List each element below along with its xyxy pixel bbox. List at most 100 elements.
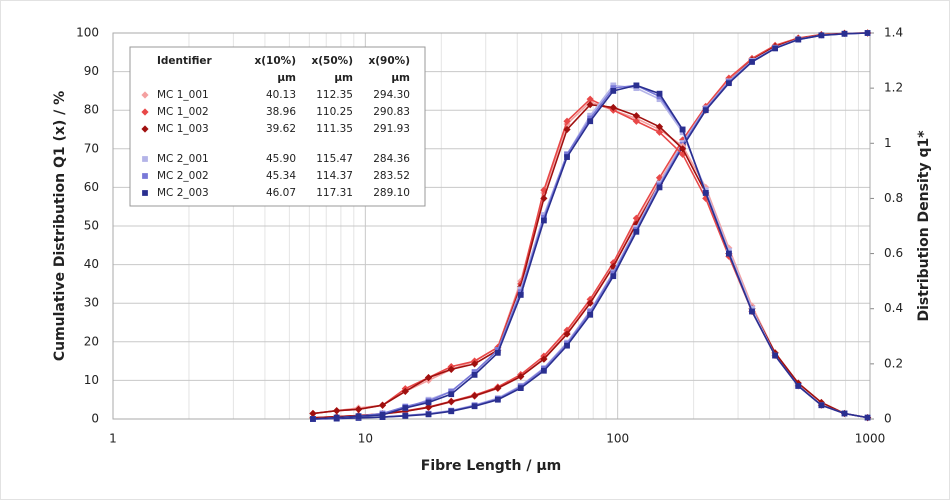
square-marker: [517, 292, 524, 298]
legend-stat: 110.25: [316, 106, 353, 118]
diamond-marker: [655, 174, 664, 182]
diamond-marker: [563, 117, 571, 125]
diamond-marker: [563, 330, 571, 338]
legend-stat: 291.93: [373, 123, 410, 135]
square-marker: [494, 396, 501, 403]
square-marker: [679, 126, 686, 133]
diamond-marker: [632, 117, 640, 125]
legend-label: MC 2_001: [157, 153, 209, 165]
square-marker: [448, 408, 455, 415]
x-tick-label: 100: [606, 432, 629, 446]
legend-stat: 289.10: [373, 187, 410, 199]
plot-border: [112, 32, 871, 420]
legend-unit: µm: [391, 72, 410, 84]
square-marker: [540, 367, 547, 374]
square-marker: [540, 217, 547, 224]
diamond-marker: [655, 128, 664, 136]
y-tick-label: 80: [84, 103, 99, 117]
square-marker: [587, 118, 594, 125]
square-marker: [841, 410, 848, 417]
square-marker: [564, 342, 570, 349]
diamond-marker: [609, 259, 617, 267]
diamond-marker: [540, 355, 548, 363]
legend: Identifier x(10%) x(50%) x(90%) µm µm µm MC 1_0…: [129, 46, 426, 207]
square-marker: [749, 308, 755, 315]
legend-stat: 46.07: [266, 187, 296, 199]
square-marker: [702, 107, 709, 114]
y-tick-label: 100: [76, 26, 99, 40]
y2-tick-label: 0.4: [884, 301, 903, 315]
square-marker: [749, 59, 755, 65]
diamond-marker: [470, 392, 479, 400]
legend-stat: 111.35: [316, 123, 353, 135]
square-marker: [864, 30, 871, 36]
diamond-marker: [655, 123, 664, 131]
square-marker: [355, 413, 362, 420]
y2-tick-label: 0.6: [884, 246, 903, 260]
square-marker: [795, 36, 802, 43]
legend-stat: 45.34: [266, 170, 296, 182]
square-marker: [425, 411, 432, 418]
square-marker: [379, 411, 386, 418]
diamond-marker: [563, 125, 571, 134]
square-marker: [726, 250, 732, 257]
diamond-marker: [517, 372, 525, 381]
square-marker: [702, 190, 709, 196]
square-marker: [841, 30, 848, 37]
diamond-marker: [141, 108, 149, 116]
y2-tick-label: 0.2: [884, 356, 903, 370]
square-marker: [610, 88, 617, 94]
legend-header: x(10%): [254, 55, 296, 67]
x-tick-label: 10: [358, 432, 373, 446]
y2-tick-label: 1.2: [884, 81, 903, 95]
legend-stat: 112.35: [316, 89, 353, 101]
square-marker: [564, 154, 570, 160]
y-tick-label: 40: [84, 257, 99, 271]
square-marker: [494, 349, 501, 356]
legend-label: MC 1_002: [157, 106, 209, 118]
y-tick-label: 70: [84, 141, 99, 155]
legend-stat: 284.36: [373, 153, 410, 165]
y2-tick-label: 1.4: [884, 26, 903, 40]
diamond-marker: [401, 407, 409, 415]
square-marker: [142, 156, 148, 162]
diamond-marker: [586, 295, 594, 303]
y-tick-label: 50: [84, 219, 99, 233]
diamond-marker: [333, 407, 341, 415]
square-marker: [726, 80, 732, 87]
diamond-marker: [401, 387, 409, 396]
y2-tick-label: 1: [884, 136, 892, 150]
y2-axis-label: Distribution Density q1*: [916, 130, 932, 322]
y-tick-label: 60: [84, 180, 99, 194]
square-marker: [587, 311, 594, 318]
diamond-marker: [609, 103, 617, 112]
diamond-marker: [447, 398, 455, 406]
legend-stat: 38.96: [266, 106, 296, 118]
square-marker: [633, 228, 640, 235]
legend-header: x(90%): [368, 55, 410, 67]
square-marker: [471, 403, 478, 410]
y2-tick-label: 0.8: [884, 191, 903, 205]
legend-header: x(50%): [311, 55, 353, 67]
square-marker: [795, 383, 802, 389]
square-marker: [425, 399, 432, 406]
diamond-marker: [141, 91, 149, 99]
square-marker: [448, 391, 455, 398]
diamond-marker: [447, 365, 455, 373]
diamond-marker: [378, 401, 387, 409]
diamond-marker: [586, 101, 594, 109]
x-tick-label: 1000: [855, 432, 886, 446]
diamond-marker: [424, 374, 433, 382]
diamond-marker: [586, 95, 594, 103]
square-marker: [772, 45, 778, 52]
legend-stat: 290.83: [373, 106, 410, 118]
x-tick-label: 1: [109, 432, 117, 446]
square-marker: [656, 184, 663, 191]
diamond-marker: [609, 262, 617, 271]
legend-stat: 40.13: [266, 89, 296, 101]
legend-stat: 45.90: [266, 153, 296, 165]
legend-header: Identifier: [157, 55, 213, 67]
diamond-marker: [494, 384, 502, 392]
